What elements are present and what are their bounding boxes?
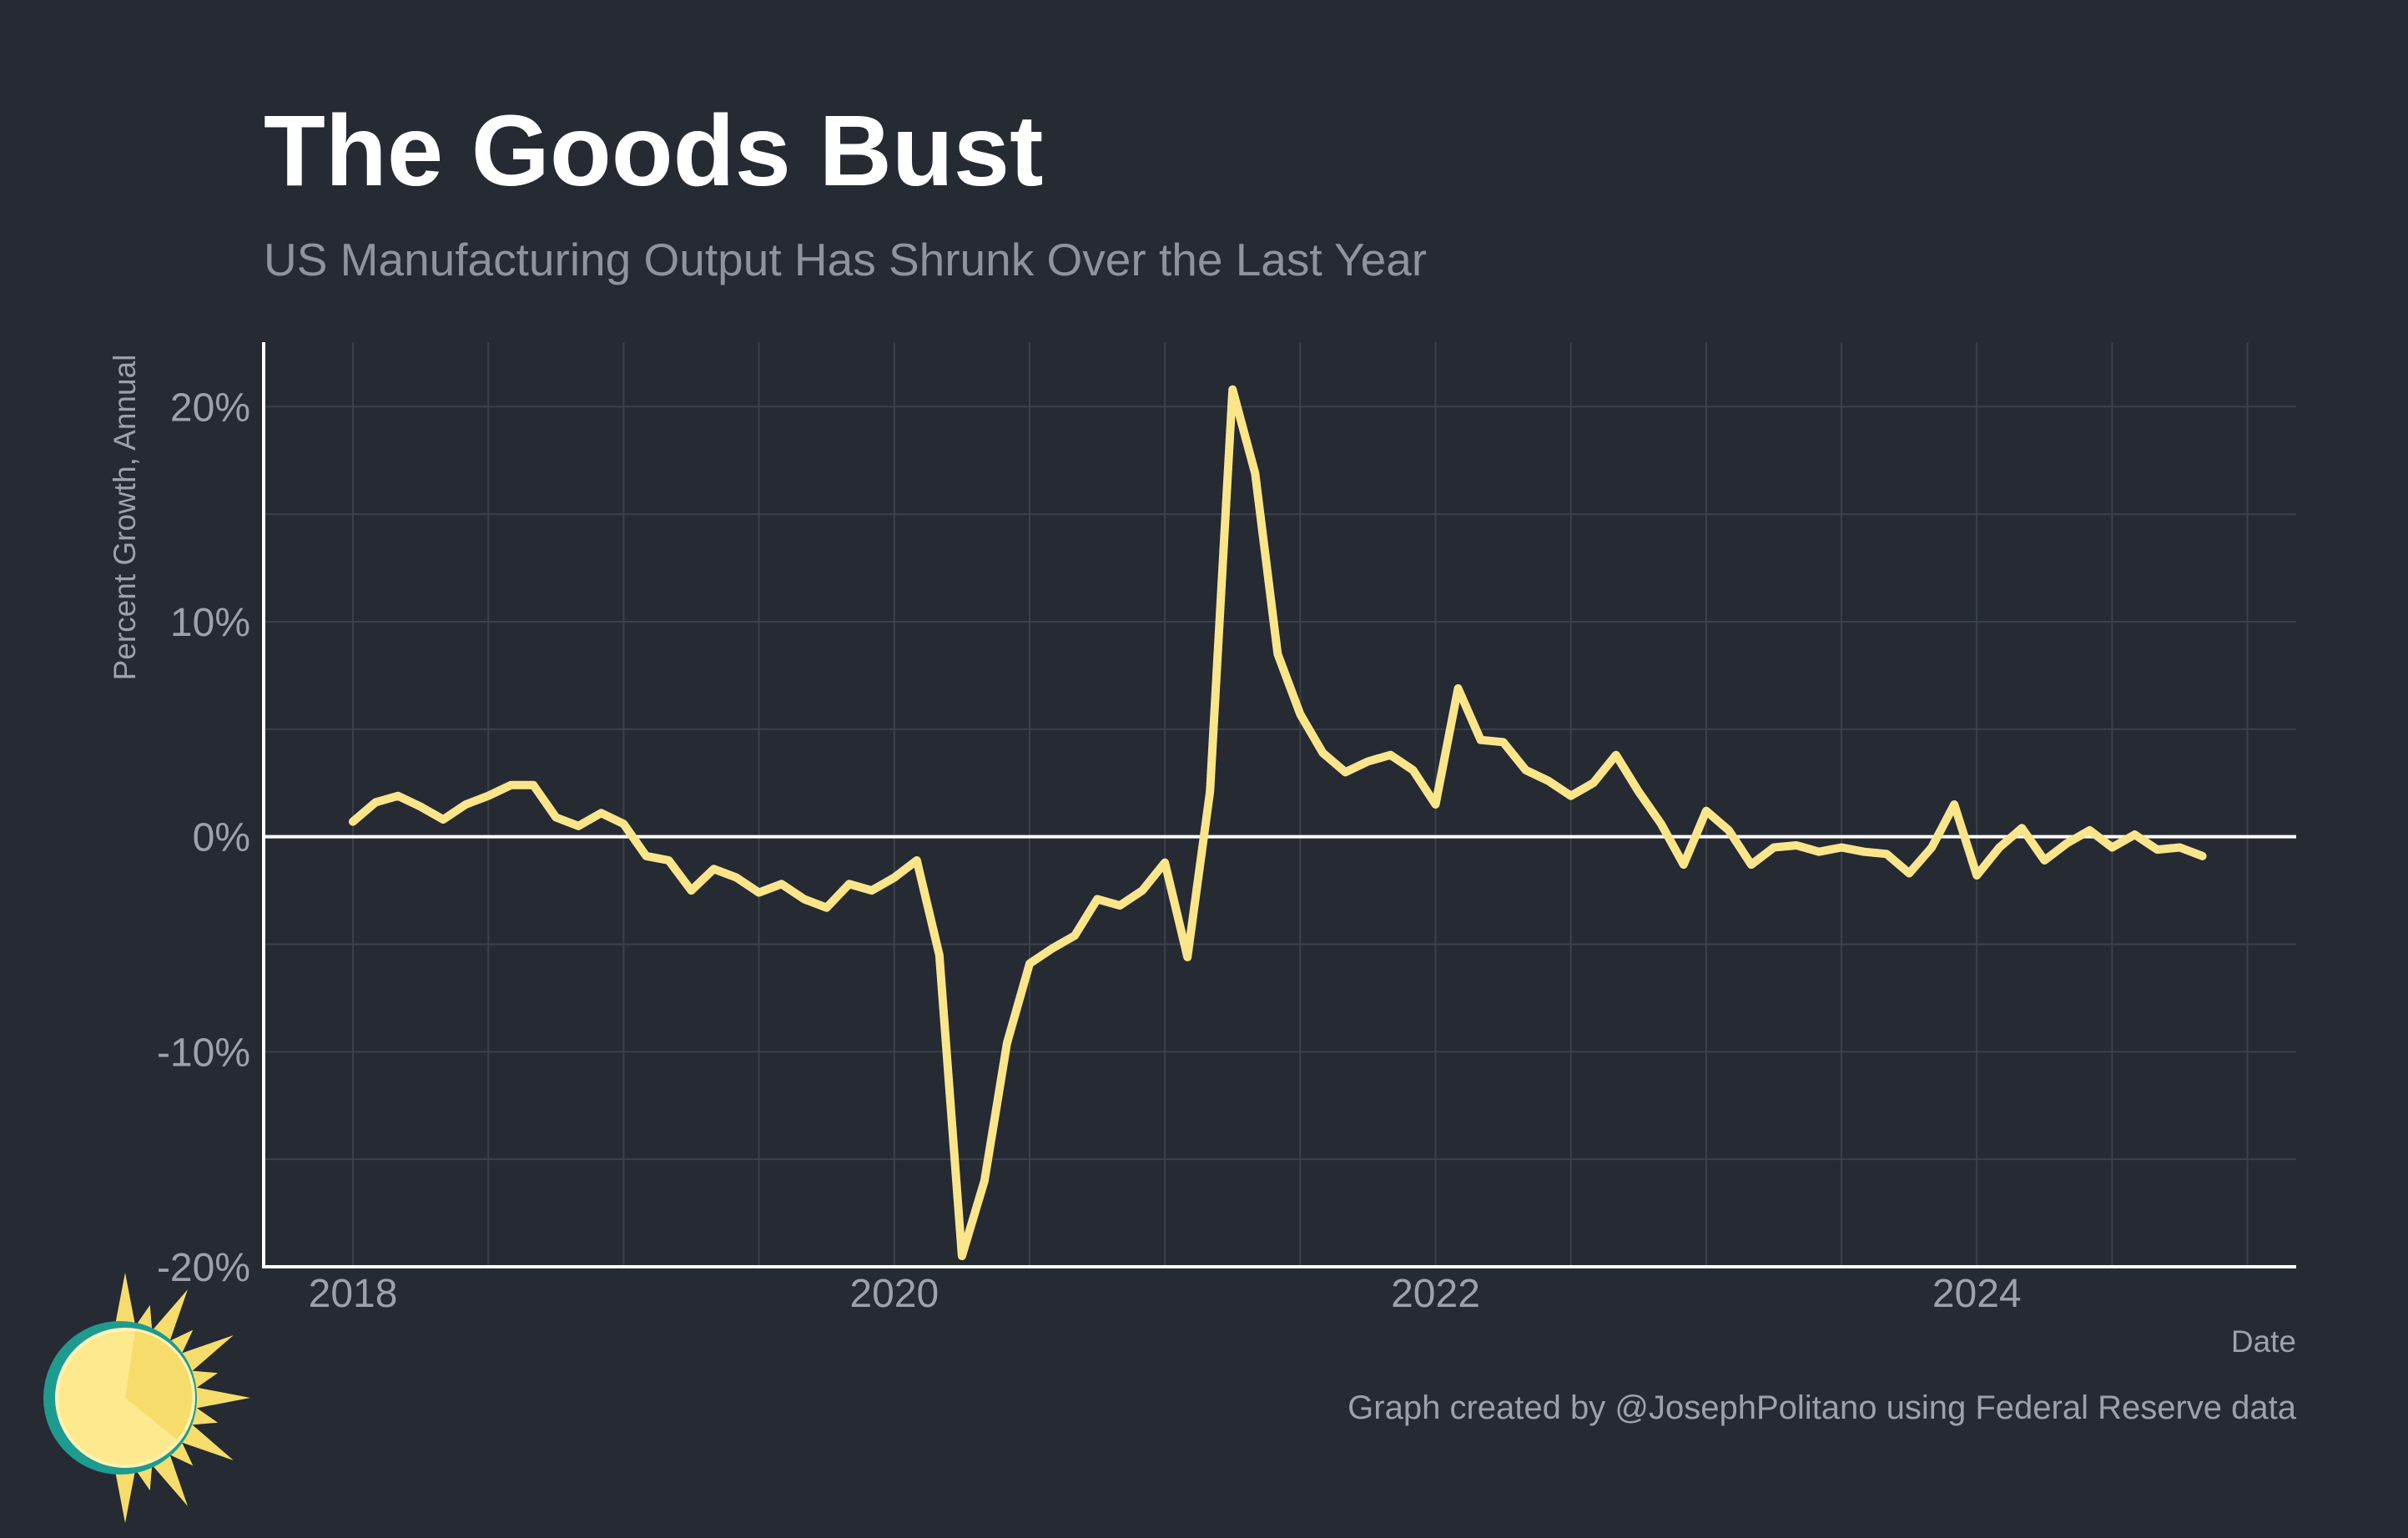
x-tick-label: 2018 <box>309 1272 398 1316</box>
caption: Graph created by @JosephPolitano using F… <box>1348 1389 2297 1426</box>
series-layer <box>349 385 2207 1261</box>
x-tick-label: 2024 <box>1932 1272 2022 1316</box>
sun-ray <box>113 1273 138 1336</box>
y-tick-labels: 20% 10% 0% -10% -20% <box>157 386 250 1290</box>
y-tick-label: -10% <box>157 1031 250 1075</box>
x-axis-title: Date <box>2231 1324 2296 1359</box>
y-tick-label: 0% <box>193 816 250 860</box>
sun-logo-icon <box>43 1273 250 1523</box>
y-tick-label: -20% <box>157 1246 250 1290</box>
y-tick-label: 10% <box>170 601 250 645</box>
x-tick-label: 2022 <box>1391 1272 1480 1316</box>
axes <box>262 342 2296 1268</box>
sun-logo-shade <box>125 1331 193 1440</box>
x-tick-labels: 2018 2020 2022 2024 <box>309 1272 2022 1316</box>
y-tick-label: 20% <box>170 386 250 430</box>
sun-ray <box>113 1460 138 1523</box>
x-tick-label: 2020 <box>849 1272 939 1316</box>
grid <box>264 342 2296 1267</box>
y-axis-title: Percent Growth, Annual <box>108 355 142 681</box>
sun-ray <box>187 1385 250 1410</box>
series-line-0 <box>349 385 2207 1261</box>
chart-title: The Goods Bust <box>264 93 1043 207</box>
chart-subtitle: US Manufacturing Output Has Shrunk Over … <box>264 234 1427 285</box>
